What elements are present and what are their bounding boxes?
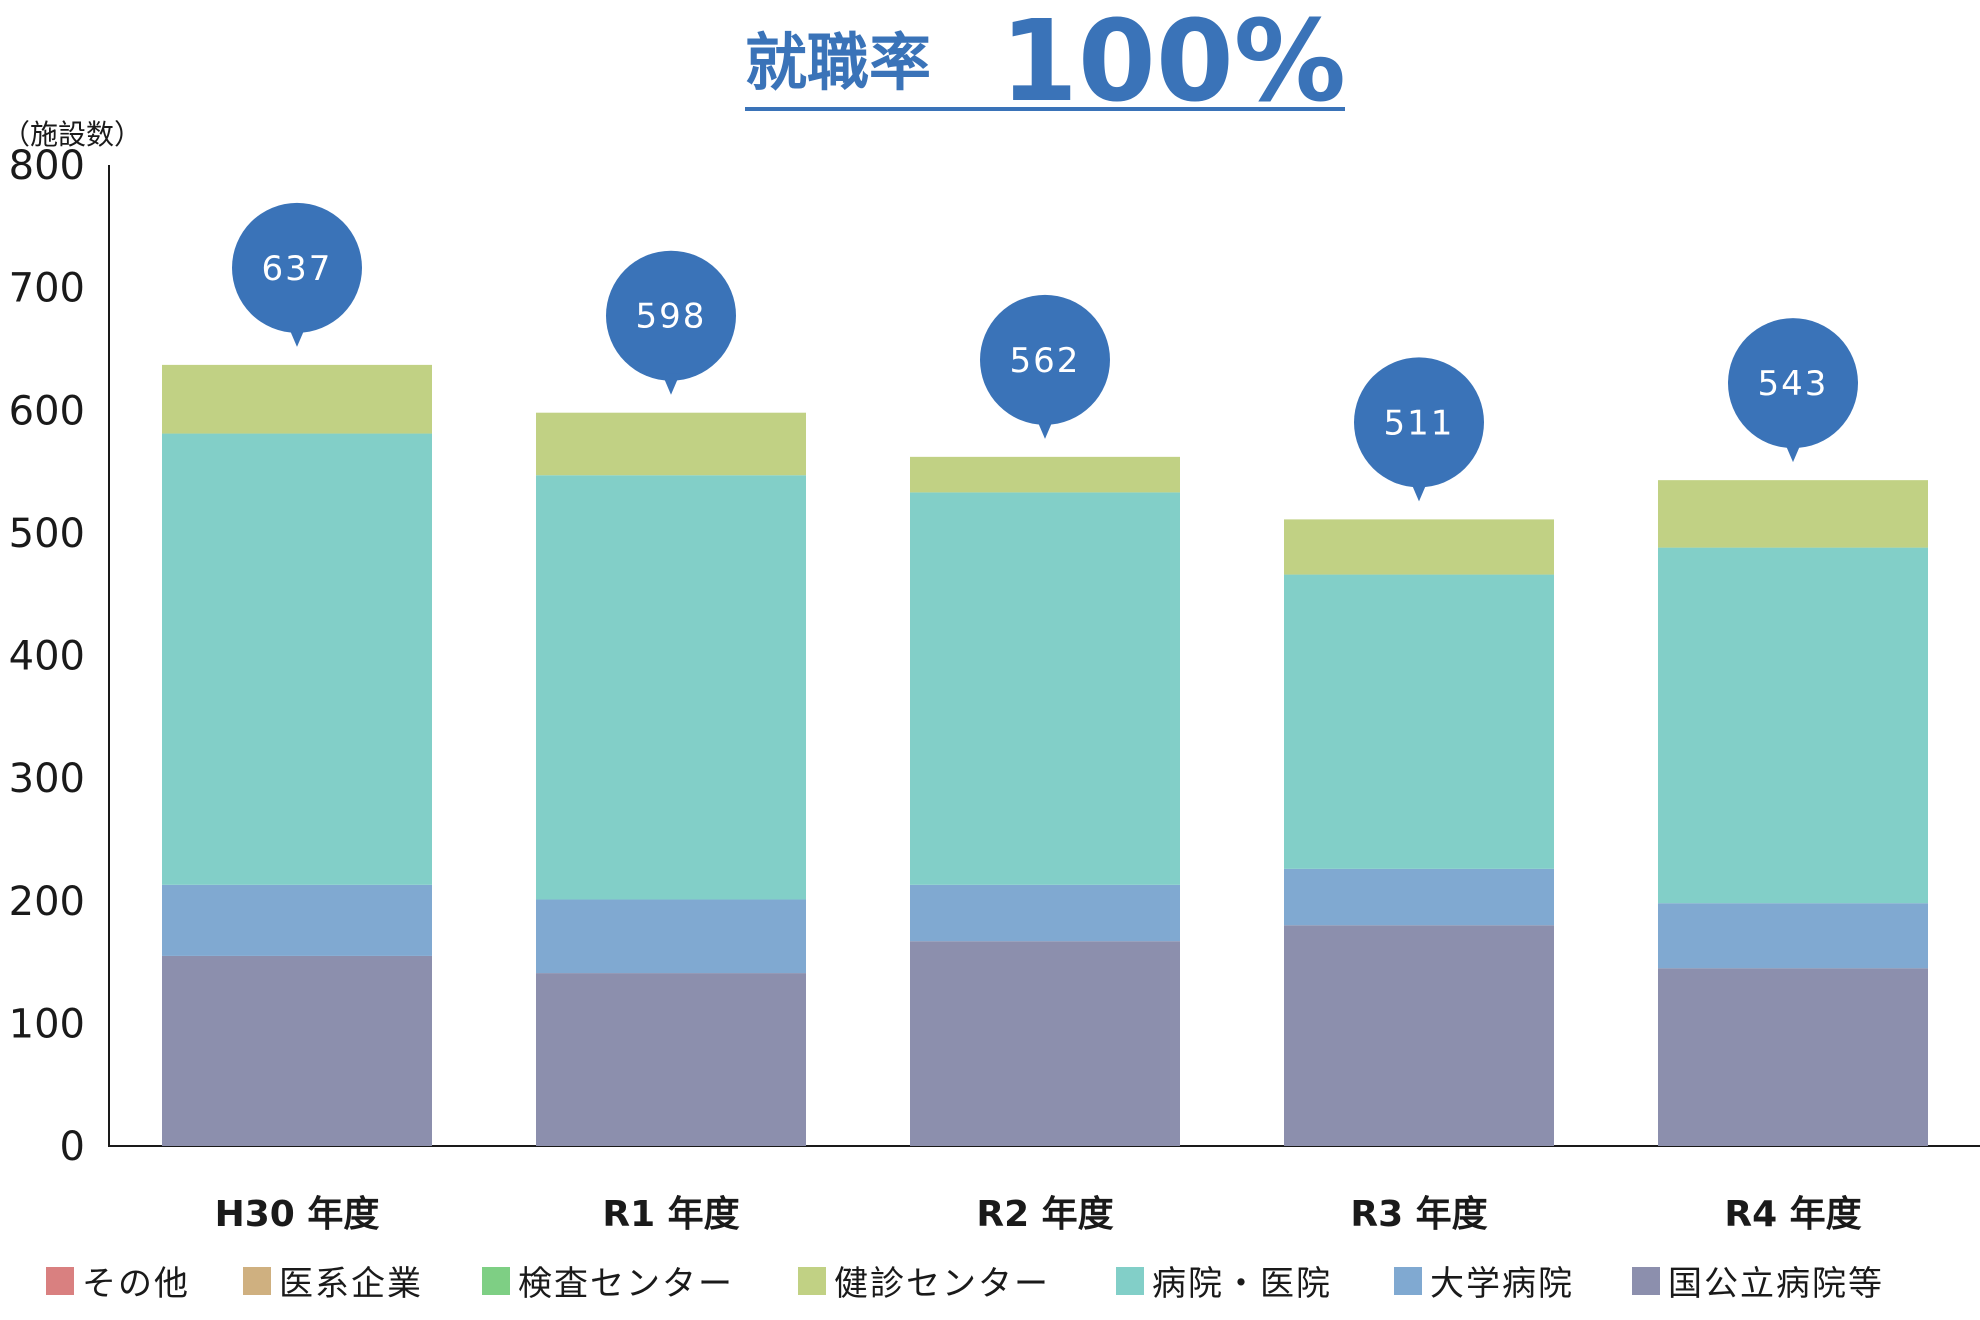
bar-segment	[162, 433, 432, 885]
category-label: R1 年度	[602, 1194, 739, 1235]
legend-swatch	[482, 1267, 510, 1295]
legend: その他 医系企業 検査センター 健診センター 病院・医院 大学病院 国公立病院等	[46, 1264, 1884, 1304]
bar-segment	[1284, 519, 1554, 575]
bar-segment	[1658, 480, 1928, 548]
total-value-label: 511	[1384, 403, 1455, 443]
y-tick-label: 0	[60, 1124, 85, 1170]
y-tick-label: 800	[9, 143, 85, 189]
legend-label: 健診センター	[834, 1264, 1050, 1304]
bar-segment	[162, 884, 432, 956]
total-bubble-pointer	[662, 373, 680, 395]
bar-segment	[536, 973, 806, 1146]
legend-label: 国公立病院等	[1668, 1264, 1884, 1304]
legend-label: 検査センター	[518, 1264, 734, 1304]
legend-swatch	[46, 1267, 74, 1295]
total-value-label: 543	[1758, 364, 1829, 404]
y-tick-label: 600	[9, 388, 85, 434]
legend-swatch	[1394, 1267, 1422, 1295]
total-bubbles: 637 598 562 511 543	[232, 202, 1858, 502]
bar-segment	[1284, 925, 1554, 1146]
total-bubble	[1354, 357, 1484, 488]
total-bubble	[980, 294, 1110, 425]
y-axis-unit: （施設数）	[2, 118, 142, 151]
total-bubble-pointer	[1410, 480, 1428, 502]
bar-segment	[1658, 968, 1928, 1146]
legend-swatch	[1116, 1267, 1144, 1295]
bar-segment	[910, 941, 1180, 1146]
total-bubble	[1728, 318, 1858, 449]
legend-swatch	[243, 1267, 271, 1295]
bars	[162, 364, 1928, 1146]
legend-label: 医系企業	[279, 1264, 423, 1304]
chart-title-rate: 100%	[1000, 0, 1346, 127]
category-label: R4 年度	[1724, 1194, 1861, 1235]
y-tick-label: 300	[9, 756, 85, 802]
bar-segment	[162, 364, 432, 434]
category-label: R3 年度	[1350, 1194, 1487, 1235]
bar-segment	[910, 456, 1180, 493]
bar-segment	[536, 899, 806, 974]
bar-segment	[1658, 903, 1928, 969]
y-tick-label: 200	[9, 879, 85, 925]
bar-segment	[910, 492, 1180, 885]
total-value-label: 637	[262, 249, 333, 289]
bar-segment	[1658, 547, 1928, 904]
legend-label: その他	[82, 1264, 190, 1304]
category-label: H30 年度	[215, 1194, 380, 1235]
chart-title-label: 就職率	[745, 26, 931, 99]
total-value-label: 562	[1010, 341, 1081, 381]
category-label: R2 年度	[976, 1194, 1113, 1235]
total-value-label: 598	[636, 297, 707, 337]
bar-segment	[1284, 574, 1554, 869]
bar-segment	[536, 475, 806, 900]
total-bubble	[606, 250, 736, 381]
legend-label: 大学病院	[1430, 1264, 1574, 1304]
total-bubble-pointer	[288, 325, 306, 347]
bar-segment	[1284, 868, 1554, 926]
total-bubble	[232, 202, 362, 333]
legend-swatch	[798, 1267, 826, 1295]
y-axis-ticks: 0 100 200 300 400 500 600 700 800	[9, 143, 85, 1170]
y-tick-label: 400	[9, 634, 85, 680]
legend-swatch	[1632, 1267, 1660, 1295]
legend-label: 病院・医院	[1152, 1264, 1332, 1304]
total-bubble-pointer	[1784, 441, 1802, 463]
y-tick-label: 700	[9, 266, 85, 312]
bar-segment	[910, 884, 1180, 942]
bar-segment	[536, 412, 806, 476]
chart-title: 就職率 100%	[745, 0, 1346, 127]
y-tick-label: 500	[9, 511, 85, 557]
total-bubble-pointer	[1036, 417, 1054, 439]
y-tick-label: 100	[9, 1001, 85, 1047]
bar-segment	[162, 955, 432, 1146]
x-axis-categories: H30 年度 R1 年度 R2 年度 R3 年度 R4 年度	[215, 1194, 1862, 1235]
